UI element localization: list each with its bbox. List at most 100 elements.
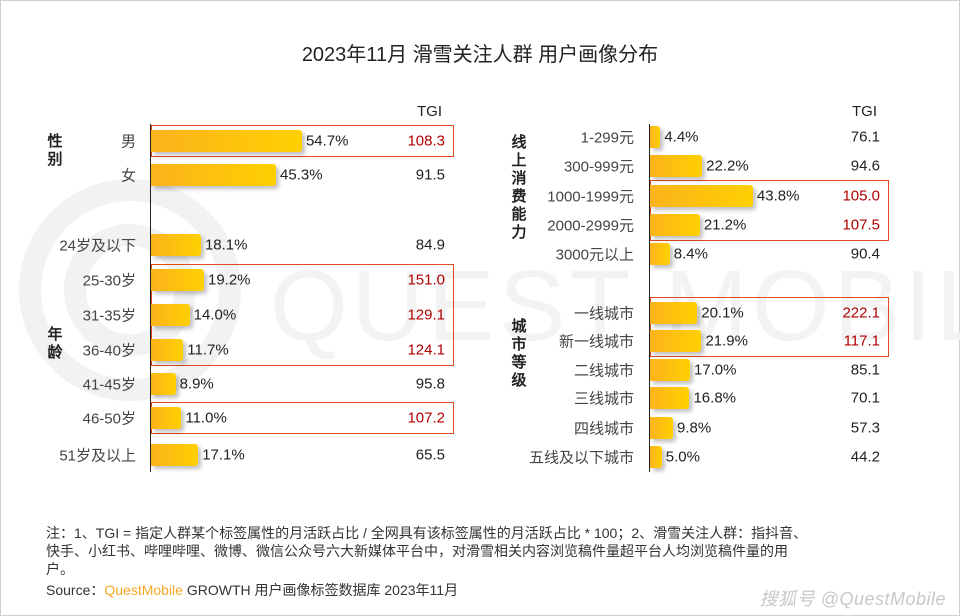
value-label: 54.7% — [305, 132, 349, 150]
group-label-char: 消 — [511, 170, 527, 187]
category-label: 2000-2999元 — [547, 217, 634, 235]
group-label: 线上消费能力 — [510, 134, 528, 242]
left-axis-line — [150, 124, 151, 472]
group-label-char: 能 — [511, 206, 527, 223]
source-line: Source：QuestMobile GROWTH 用户画像标签数据库 2023… — [46, 580, 458, 600]
tgi-value: 44.2 — [850, 448, 880, 466]
bar — [650, 387, 690, 409]
tgi-value: 105.0 — [842, 187, 880, 205]
tgi-value: 129.1 — [407, 306, 445, 324]
footnote-line-3: 户。 — [46, 561, 74, 577]
bar — [650, 185, 753, 207]
value-label: 17.0% — [693, 361, 737, 379]
category-label: 一线城市 — [573, 305, 634, 323]
value-label: 9.8% — [677, 419, 712, 437]
category-label: 三线城市 — [573, 390, 634, 408]
bar — [650, 155, 703, 177]
category-label: 1-299元 — [580, 129, 634, 147]
group-label-char: 城 — [511, 318, 527, 335]
category-label: 1000-1999元 — [547, 188, 634, 206]
group-label-char: 线 — [511, 134, 527, 151]
value-label: 4.4% — [664, 128, 699, 146]
bar — [151, 130, 302, 152]
group-label-char: 费 — [511, 188, 527, 205]
value-label: 5.0% — [665, 448, 700, 466]
bar — [650, 330, 702, 352]
group-label-char: 市 — [511, 336, 527, 353]
value-label: 11.0% — [185, 409, 227, 427]
footnote: 注：1、TGI = 指定人群某个标签属性的月活跃占比 / 全网具有该标签属性的月… — [46, 524, 906, 578]
bar — [151, 234, 201, 256]
category-label: 二线城市 — [573, 362, 634, 380]
group-label: 性别 — [46, 133, 64, 169]
value-label: 21.9% — [705, 332, 748, 350]
bar — [151, 407, 182, 429]
tgi-value: 124.1 — [407, 341, 445, 359]
value-label: 16.8% — [693, 389, 737, 407]
group-label-char: 性 — [47, 133, 63, 150]
category-label: 51岁及以上 — [59, 447, 136, 465]
category-label: 女 — [120, 167, 136, 185]
highlight-box — [650, 297, 889, 357]
group-label-char: 级 — [511, 372, 527, 389]
value-label: 11.7% — [187, 341, 229, 359]
tgi-value: 117.1 — [843, 332, 880, 350]
tgi-value: 95.8 — [415, 375, 445, 393]
bar — [151, 304, 190, 326]
group-label-char: 年 — [47, 326, 63, 343]
bar — [650, 243, 670, 265]
tgi-header-left: TGI — [417, 103, 442, 120]
value-label: 8.9% — [179, 375, 214, 393]
value-label: 43.8% — [756, 187, 800, 205]
source-brand: QuestMobile — [104, 582, 183, 598]
value-label: 45.3% — [280, 166, 323, 184]
bar — [650, 417, 674, 439]
bar — [650, 214, 700, 236]
tgi-value: 94.6 — [850, 157, 880, 175]
category-label: 41-45岁 — [82, 376, 136, 394]
category-label: 36-40岁 — [82, 342, 136, 360]
tgi-value: 76.1 — [850, 128, 880, 146]
category-label: 300-999元 — [563, 158, 634, 176]
tgi-value: 84.9 — [415, 236, 445, 254]
category-label: 男 — [120, 133, 136, 151]
tgi-value: 222.1 — [842, 304, 880, 322]
category-label: 24岁及以下 — [59, 237, 136, 255]
bar — [151, 339, 184, 361]
value-label: 19.2% — [207, 271, 251, 289]
bar — [151, 164, 277, 186]
group-label-char: 力 — [511, 224, 527, 241]
tgi-value: 108.3 — [407, 132, 445, 150]
bar — [151, 373, 176, 395]
value-label: 17.1% — [202, 446, 245, 464]
highlight-box — [650, 180, 889, 241]
group-label-char: 别 — [47, 151, 63, 168]
value-label: 22.2% — [706, 157, 749, 175]
tgi-value: 57.3 — [850, 419, 880, 437]
tgi-value: 90.4 — [850, 245, 880, 263]
bar — [151, 444, 199, 466]
tgi-value: 107.5 — [842, 216, 880, 234]
category-label: 25-30岁 — [82, 272, 136, 290]
tgi-value: 107.2 — [407, 409, 445, 427]
tgi-value: 70.1 — [850, 389, 880, 407]
category-label: 31-35岁 — [82, 307, 136, 325]
footnote-line-1: 注：1、TGI = 指定人群某个标签属性的月活跃占比 / 全网具有该标签属性的月… — [46, 525, 808, 541]
group-label: 年龄 — [46, 326, 64, 362]
category-label: 四线城市 — [573, 420, 634, 438]
bar — [650, 302, 698, 324]
value-label: 18.1% — [204, 236, 248, 254]
bar — [151, 269, 204, 291]
footnote-line-2: 快手、小红书、哔哩哔哩、微博、微信公众号六大新媒体平台中，对滑雪相关内容浏览稿件… — [46, 543, 788, 559]
chart-title: 2023年11月 滑雪关注人群 用户画像分布 — [301, 44, 659, 66]
value-label: 20.1% — [701, 304, 744, 322]
group-label: 城市等级 — [510, 318, 528, 390]
group-label-char: 等 — [511, 354, 527, 371]
tgi-value: 91.5 — [415, 166, 445, 184]
tgi-header-right: TGI — [852, 103, 877, 120]
right-axis-line — [649, 124, 650, 472]
bar — [650, 446, 662, 468]
group-label-char: 龄 — [47, 344, 63, 361]
tgi-value: 85.1 — [850, 361, 880, 379]
